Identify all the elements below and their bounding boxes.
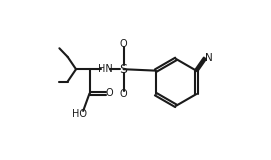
Text: O: O (120, 89, 127, 99)
Text: N: N (205, 52, 212, 63)
Text: S: S (120, 63, 128, 76)
Text: O: O (106, 88, 114, 99)
Text: HO: HO (72, 109, 87, 119)
Text: HN: HN (98, 64, 113, 74)
Text: O: O (120, 39, 127, 49)
